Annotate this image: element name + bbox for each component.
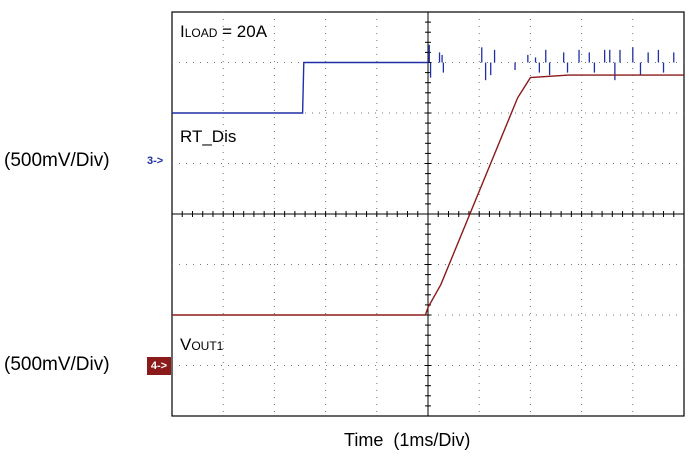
vout1-prefix: V xyxy=(180,335,192,354)
series-label-rt-dis: RT_Dis xyxy=(180,127,237,146)
ch3-scale-label: (500mV/Div) xyxy=(4,150,110,171)
series-label-vout1: VOUT1 xyxy=(180,335,223,355)
annotation-iload: ILOAD = 20A xyxy=(180,22,267,42)
x-axis-label: Time (1ms/Div) xyxy=(344,430,471,450)
annotation-prefix: I xyxy=(180,22,185,41)
ch4-marker: 4-> xyxy=(147,357,171,375)
annotation-subscript: LOAD xyxy=(184,26,218,40)
trace-rt-dis xyxy=(172,61,428,114)
annotation-suffix: = 20A xyxy=(217,22,268,41)
trace-vout1 xyxy=(172,74,684,316)
vout1-subscript: OUT1 xyxy=(191,339,224,353)
ch3-marker: 3-> xyxy=(147,155,164,167)
ch4-scale-label: (500mV/Div) xyxy=(4,354,110,375)
